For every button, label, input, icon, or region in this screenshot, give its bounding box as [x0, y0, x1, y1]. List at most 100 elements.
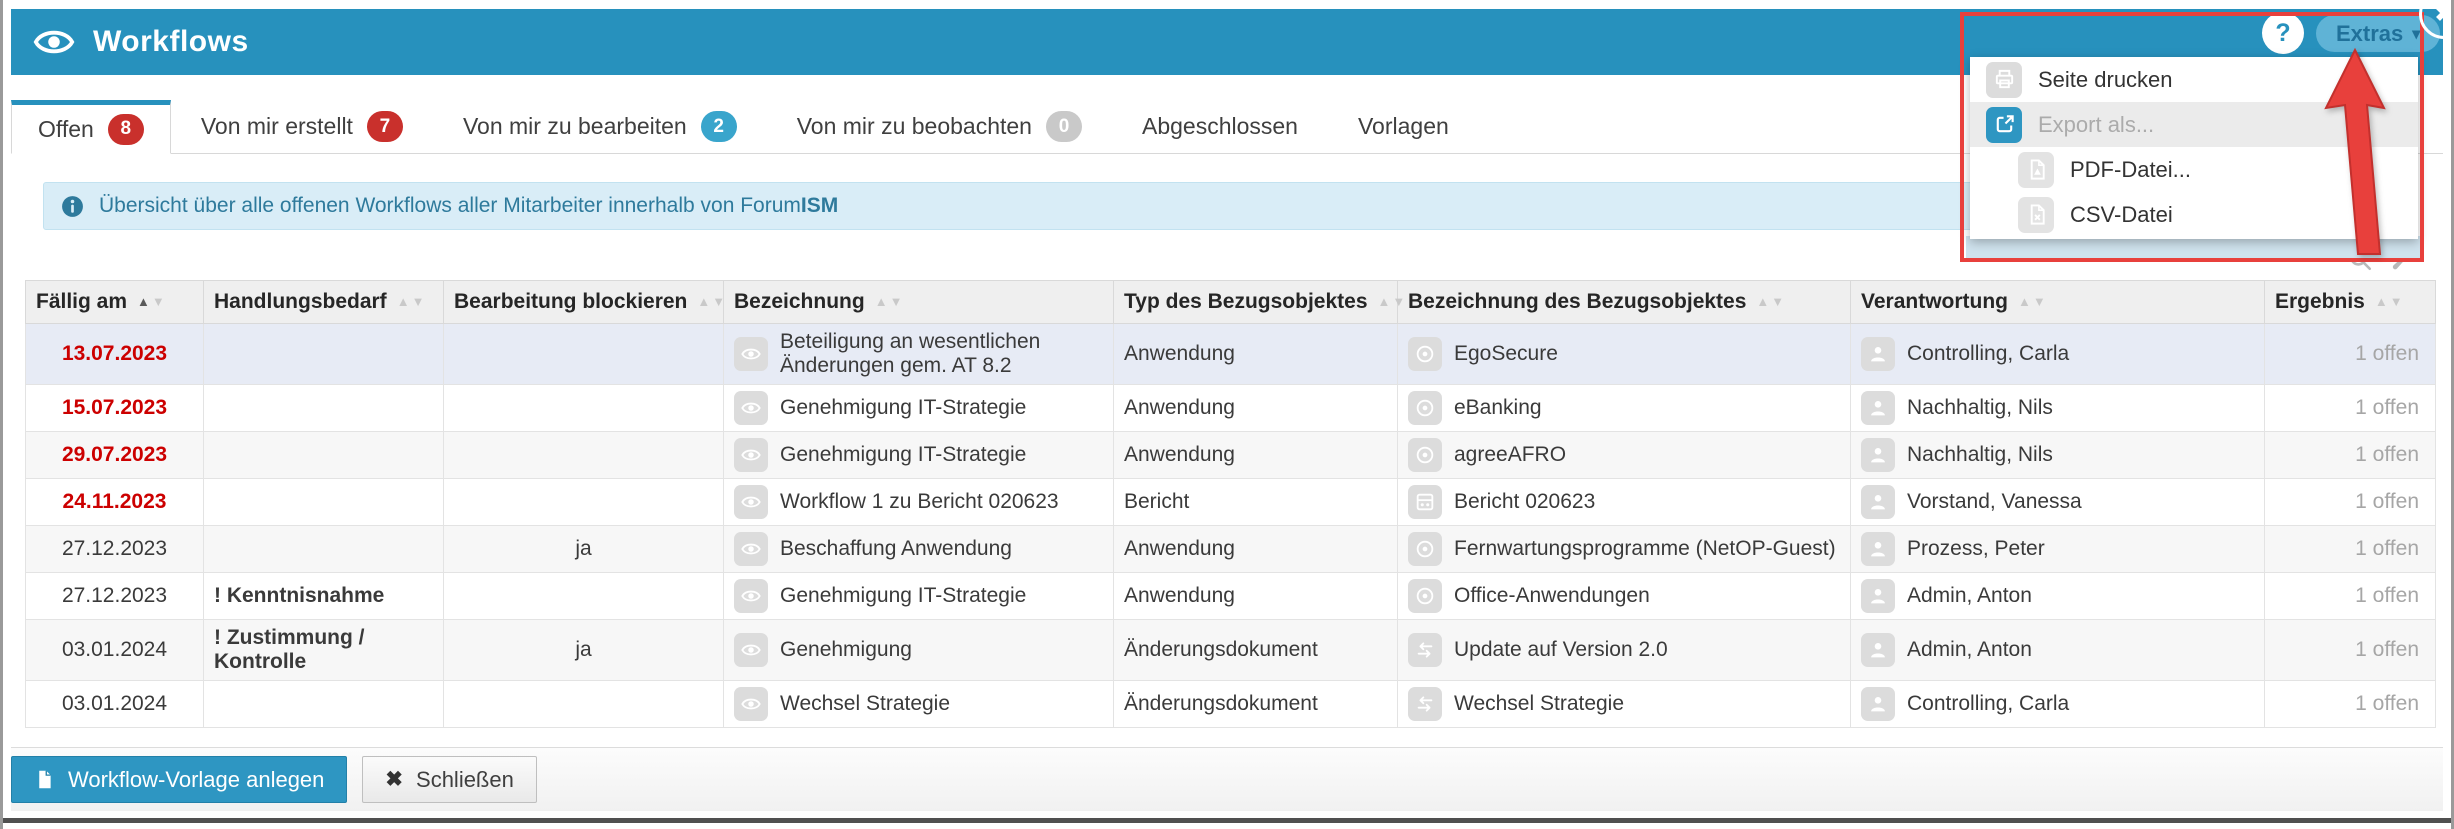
- table-row[interactable]: 03.01.2024! Zustimmung / Kontrolle ja Gene…: [25, 619, 2436, 681]
- printer-icon: [1993, 68, 2016, 91]
- info-banner-text: Übersicht über alle offenen Workflows al…: [99, 194, 839, 217]
- menu-item-label: CSV-Datei: [2070, 201, 2173, 227]
- column-header-bearbeitung_blockieren[interactable]: Bearbeitung blockieren ▲ ▼: [443, 280, 728, 324]
- column-label: Bezeichnung des Bezugsobjektes: [1408, 290, 1747, 313]
- column-header-handlungsbedarf[interactable]: Handlungsbedarf ▲ ▼: [203, 280, 444, 324]
- bezugsobjekt-text: Bericht 020623: [1454, 490, 1596, 513]
- tab-von-mir-zu-beobachten[interactable]: Von mir zu beobachten 0: [767, 100, 1112, 153]
- tab-label: Abgeschlossen: [1141, 113, 1298, 139]
- column-header-typ_des_bezugsobjektes[interactable]: Typ des Bezugsobjektes ▲ ▼: [1113, 280, 1405, 324]
- change-icon: [1414, 693, 1436, 715]
- verantwortung-text: Prozess, Peter: [1907, 537, 2045, 560]
- workflows-eye-logo-icon: [31, 19, 77, 65]
- bezeichnung-text: Genehmigung IT-Strategie: [780, 396, 1027, 419]
- verantwortung-cell: Admin, Anton: [1850, 572, 2265, 620]
- schlie-en-button[interactable]: ✖ Schließen: [362, 756, 537, 803]
- table-row[interactable]: 03.01.2024 Wechsel Strategie Änderungsdoku…: [25, 680, 2436, 728]
- sort-indicator-icon: ▲ ▼: [137, 294, 167, 309]
- column-label: Verantwortung: [1861, 290, 2009, 313]
- bezugsobjekt-icon-badge: [1408, 687, 1442, 721]
- tab-count-badge: 0: [1045, 111, 1082, 142]
- workflow-eye-icon: [740, 343, 762, 365]
- column-header-bezeichnung_des_bezugsobjektes[interactable]: Bezeichnung des Bezugsobjektes ▲ ▼: [1397, 280, 1851, 324]
- chevron-down-icon: ▾: [2412, 25, 2421, 43]
- verantwortung-text: Controlling, Carla: [1907, 692, 2070, 715]
- person-icon-badge: [1861, 391, 1895, 425]
- bezugsobjekt-cell: Fernwartungsprogramme (NetOP-Guest): [1397, 525, 1851, 573]
- bezugsobjekt-icon-badge: [1408, 391, 1442, 425]
- workflow-icon-badge: [734, 337, 768, 371]
- bezeichnung-cell: Genehmigung IT-Strategie: [723, 431, 1114, 479]
- verantwortung-cell: Nachhaltig, Nils: [1850, 384, 2265, 432]
- handlungsbedarf-cell: [203, 478, 444, 526]
- person-icon: [1867, 397, 1889, 419]
- pdf-file-icon: [2025, 158, 2048, 181]
- table-header: Fällig am ▲ ▼ Handlungsbedarf ▲ ▼ Bearbeitung …: [25, 280, 2436, 324]
- table-row[interactable]: 29.07.2023 Genehmigung IT-Strategie Anwend…: [25, 431, 2436, 479]
- extras-label: Extras: [2336, 20, 2404, 46]
- verantwortung-text: Vorstand, Vanessa: [1907, 490, 2082, 513]
- person-icon-badge: [1861, 485, 1895, 519]
- workflow-eye-icon: [740, 491, 762, 513]
- table-row[interactable]: 13.07.2023 Beteiligung an wesentlichen Än…: [25, 323, 2436, 385]
- menu-item-pdf-datei-[interactable]: PDF-Datei...: [1970, 147, 2418, 192]
- sort-asc-icon: ▲: [137, 294, 152, 309]
- verantwortung-cell: Controlling, Carla: [1850, 323, 2265, 385]
- typ-cell: Änderungsdokument: [1113, 619, 1398, 681]
- handlungsbedarf-cell: [203, 384, 444, 432]
- table-row[interactable]: 27.12.2023 ja Beschaffung Anwendung Anwendu…: [25, 525, 2436, 573]
- tab-abgeschlossen[interactable]: Abgeschlossen: [1112, 100, 1328, 153]
- workflow-eye-icon: [740, 693, 762, 715]
- column-header-bezeichnung[interactable]: Bezeichnung ▲ ▼: [723, 280, 1114, 324]
- workflow-icon-badge: [734, 532, 768, 566]
- column-header-verantwortung[interactable]: Verantwortung ▲ ▼: [1850, 280, 2265, 324]
- table-row[interactable]: 15.07.2023 Genehmigung IT-Strategie Anwend…: [25, 384, 2436, 432]
- csv-file-icon: [2025, 203, 2048, 226]
- bezugsobjekt-text: Update auf Version 2.0: [1454, 638, 1668, 661]
- bezeichnung-cell: Genehmigung IT-Strategie: [723, 572, 1114, 620]
- tab-vorlagen[interactable]: Vorlagen: [1328, 100, 1479, 153]
- help-button[interactable]: ?: [2262, 12, 2304, 54]
- verantwortung-text: Nachhaltig, Nils: [1907, 396, 2053, 419]
- menu-item-csv-datei[interactable]: CSV-Datei: [1970, 192, 2418, 237]
- ergebnis-cell: 1 offen: [2264, 680, 2436, 728]
- bezugsobjekt-cell: eBanking: [1397, 384, 1851, 432]
- tab-von-mir-zu-bearbeiten[interactable]: Von mir zu bearbeiten 2: [433, 100, 767, 153]
- column-label: Bearbeitung blockieren: [454, 290, 688, 313]
- column-header-faellig_am[interactable]: Fällig am ▲ ▼: [25, 280, 204, 324]
- sort-desc-icon: ▼: [712, 294, 728, 309]
- blockieren-cell: [443, 680, 724, 728]
- table-row[interactable]: 24.11.2023 Workflow 1 zu Bericht 020623 Be…: [25, 478, 2436, 526]
- sort-desc-icon: ▼: [411, 294, 427, 309]
- verantwortung-text: Admin, Anton: [1907, 584, 2032, 607]
- person-icon-badge: [1861, 579, 1895, 613]
- workflow-eye-icon: [740, 444, 762, 466]
- person-icon: [1867, 585, 1889, 607]
- workflow-vorlage-anlegen-button[interactable]: Workflow-Vorlage anlegen: [11, 756, 348, 803]
- sort-desc-icon: ▼: [1392, 294, 1408, 309]
- bezeichnung-text: Workflow 1 zu Bericht 020623: [780, 490, 1059, 513]
- due-date-cell: 13.07.2023: [25, 323, 204, 385]
- blockieren-cell: ja: [443, 525, 724, 573]
- verantwortung-cell: Prozess, Peter: [1850, 525, 2265, 573]
- tab-von-mir-erstellt[interactable]: Von mir erstellt 7: [171, 100, 433, 153]
- typ-cell: Anwendung: [1113, 525, 1398, 573]
- sort-desc-icon: ▼: [1771, 294, 1787, 309]
- info-icon: [60, 194, 85, 219]
- sort-indicator-icon: ▲ ▼: [1378, 294, 1408, 309]
- due-date-cell: 27.12.2023: [25, 525, 204, 573]
- person-icon: [1867, 343, 1889, 365]
- ergebnis-cell: 1 offen: [2264, 323, 2436, 385]
- extras-menu-button[interactable]: Extras ▾: [2316, 15, 2441, 52]
- column-header-ergebnis[interactable]: Ergebnis ▲ ▼: [2264, 280, 2436, 324]
- menu-item-export-als-[interactable]: Export als...: [1970, 102, 2418, 147]
- bezeichnung-text: Genehmigung IT-Strategie: [780, 443, 1027, 466]
- table-row[interactable]: 27.12.2023! Kenntnisnahme Genehmigung IT-…: [25, 572, 2436, 620]
- bezugsobjekt-icon-badge: [1408, 532, 1442, 566]
- handlungsbedarf-cell: [203, 680, 444, 728]
- menu-item-seite-drucken[interactable]: Seite drucken: [1970, 57, 2418, 102]
- bezugsobjekt-icon-badge: [1408, 633, 1442, 667]
- due-date-cell: 29.07.2023: [25, 431, 204, 479]
- due-date-cell: 15.07.2023: [25, 384, 204, 432]
- tab-offen[interactable]: Offen 8: [11, 100, 171, 154]
